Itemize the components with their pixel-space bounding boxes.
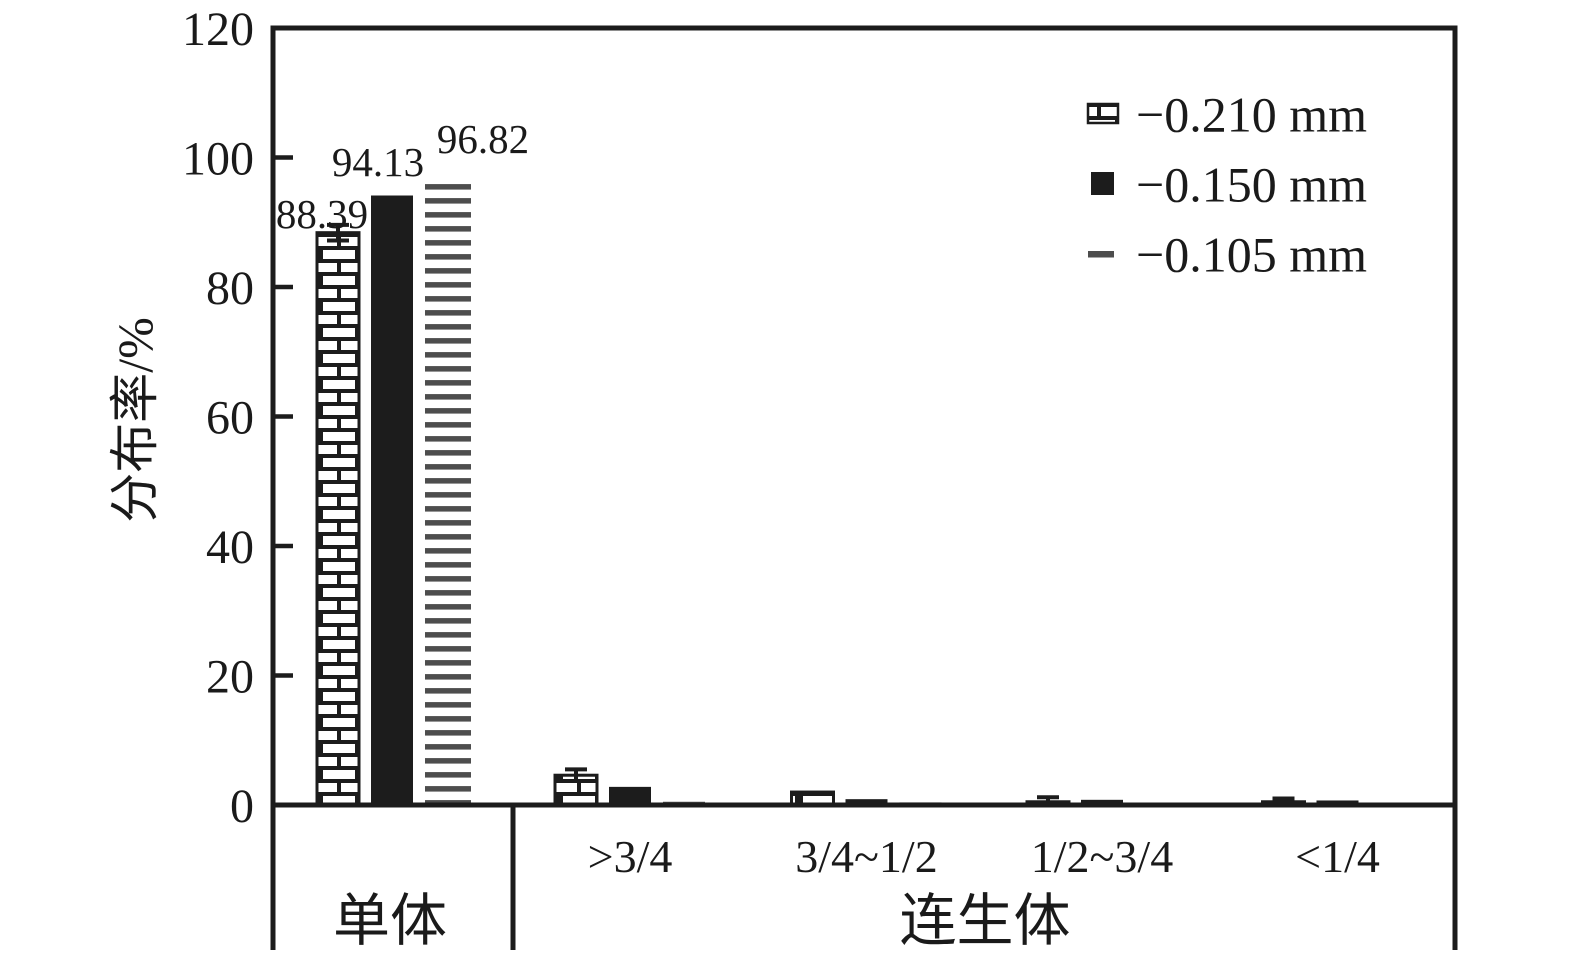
legend-label-2: −0.105 mm	[1136, 227, 1367, 283]
y-tick-label-120: 120	[182, 3, 254, 56]
group-label-monomer: 单体	[333, 890, 447, 953]
legend-label-1: −0.150 mm	[1136, 157, 1367, 213]
category-label-2: 1/2~3/4	[1031, 831, 1173, 882]
value-label-2: 96.82	[437, 116, 529, 162]
error-bar-1	[565, 767, 587, 784]
legend: −0.210 mm −0.150 mm −0.105 mm	[1086, 87, 1367, 283]
legend-item-1: −0.150 mm	[1091, 157, 1367, 213]
bar-−0.150mm-3	[1081, 799, 1123, 805]
y-tick-label-20: 20	[206, 650, 254, 703]
legend-swatch-brick-icon	[1086, 102, 1120, 125]
category-label-0: >3/4	[588, 831, 673, 882]
legend-label-0: −0.210 mm	[1136, 87, 1367, 143]
bar-−0.150mm-1	[609, 786, 651, 805]
bar-−0.150mm-2	[845, 799, 888, 805]
plot-box	[270, 25, 1458, 808]
category-label-1: 3/4~1/2	[795, 831, 937, 882]
axes-layer	[270, 25, 1458, 950]
legend-item-2: −0.105 mm	[1088, 227, 1367, 283]
error-bar-0	[327, 222, 349, 243]
group-label-intergrowth: 连生体	[900, 890, 1071, 953]
bar-−0.150mm-0	[371, 195, 413, 806]
y-tick-label-60: 60	[206, 391, 254, 444]
y-axis-title: 分布率/%	[107, 317, 163, 523]
legend-item-0: −0.210 mm	[1086, 87, 1367, 143]
y-tick-label-0: 0	[230, 780, 254, 833]
legend-swatch-solid-icon	[1091, 172, 1114, 195]
y-tick-label-100: 100	[182, 132, 254, 185]
y-tick-label-40: 40	[206, 521, 254, 574]
value-label-0: 88.39	[276, 191, 368, 237]
labels-layer: 88.39 94.13 96.82 0 20 40 60 80 100 120 分布率/% >3/4 3…	[107, 3, 1380, 953]
category-label-3: <1/4	[1295, 831, 1380, 882]
bar-−0.210mm-0	[315, 231, 361, 807]
y-tick-label-80: 80	[206, 262, 254, 315]
value-label-1: 94.13	[332, 139, 424, 185]
bar-−0.105mm-0	[425, 184, 471, 805]
legend-swatch-hline-icon	[1088, 251, 1114, 258]
